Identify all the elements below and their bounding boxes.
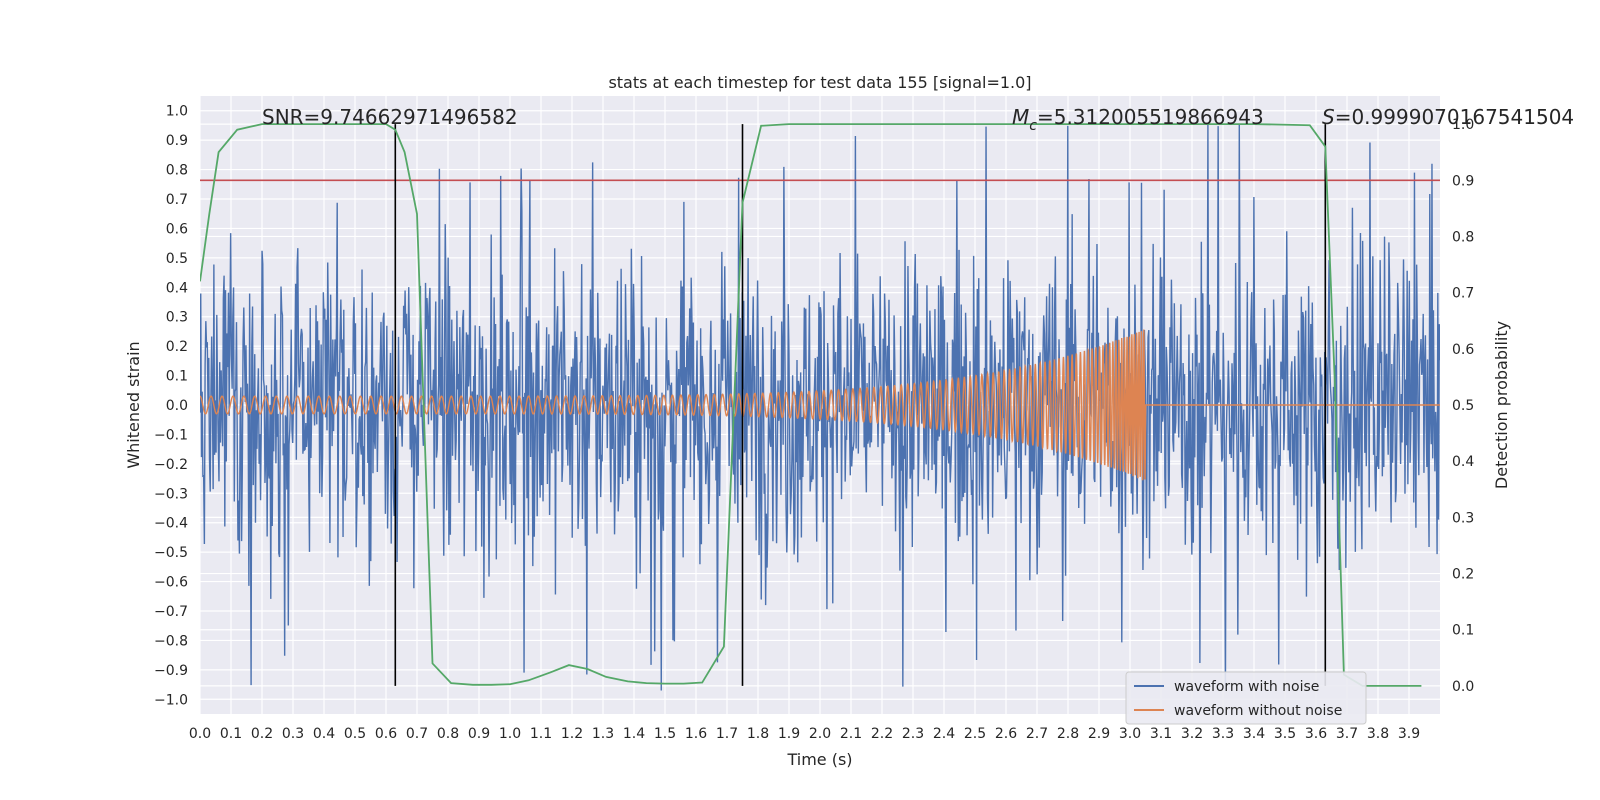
x-tick-label: 0.7 bbox=[406, 726, 428, 742]
y-right-axis-ticks: 1.0 0.9 0.8 0.7 0.6 0.5 0.4 0.3 0.2 0.1 0.0 bbox=[1452, 117, 1474, 695]
series-detection-probability bbox=[200, 123, 1422, 687]
y-left-tick-label: −0.2 bbox=[154, 457, 188, 473]
y-right-tick-label: 1.0 bbox=[1452, 117, 1474, 133]
y-left-tick-label: −0.6 bbox=[154, 575, 188, 591]
x-tick-label: 0.9 bbox=[468, 726, 490, 742]
x-tick-label: 2.7 bbox=[1026, 726, 1048, 742]
x-tick-label: 1.0 bbox=[499, 726, 521, 742]
x-tick-label: 1.6 bbox=[685, 726, 707, 742]
chirp-mass-symbol: M bbox=[1012, 105, 1029, 129]
y-left-axis-ticks: 1.0 0.9 0.8 0.7 0.6 0.5 0.4 0.3 0.2 0.1 0.0 −0.1 −0.… bbox=[154, 104, 188, 709]
x-tick-label: 0.5 bbox=[344, 726, 366, 742]
x-tick-label: 3.8 bbox=[1367, 726, 1389, 742]
y-left-tick-label: 0.2 bbox=[166, 339, 188, 355]
chirp-mass-value: =5.312005519866943 bbox=[1037, 105, 1264, 129]
y-left-tick-label: 0.8 bbox=[166, 163, 188, 179]
x-tick-label: 1.2 bbox=[561, 726, 583, 742]
y-right-tick-label: 0.8 bbox=[1452, 229, 1474, 245]
x-tick-label: 3.5 bbox=[1274, 726, 1296, 742]
x-tick-label: 3.3 bbox=[1212, 726, 1234, 742]
chirp-mass-subscript: c bbox=[1029, 118, 1037, 134]
x-tick-label: 0.2 bbox=[251, 726, 273, 742]
legend-label-waveform-without-noise: waveform without noise bbox=[1174, 703, 1342, 719]
x-axis-label: Time (s) bbox=[786, 750, 852, 769]
y-left-tick-label: −0.3 bbox=[154, 486, 188, 502]
x-axis-ticks: 0.0 0.1 0.2 0.3 0.4 0.5 0.6 0.7 0.8 0.9 1.0 1.1 1.2 1… bbox=[189, 726, 1420, 742]
x-tick-label: 1.5 bbox=[654, 726, 676, 742]
y-right-tick-label: 0.7 bbox=[1452, 286, 1474, 302]
x-tick-label: 3.9 bbox=[1398, 726, 1420, 742]
x-tick-label: 0.1 bbox=[220, 726, 242, 742]
x-tick-label: 0.8 bbox=[437, 726, 459, 742]
x-tick-label: 2.1 bbox=[840, 726, 862, 742]
x-tick-label: 3.6 bbox=[1305, 726, 1327, 742]
x-tick-label: 0.0 bbox=[189, 726, 211, 742]
x-tick-label: 3.0 bbox=[1119, 726, 1141, 742]
x-tick-label: 2.0 bbox=[809, 726, 831, 742]
y-left-tick-label: 0.7 bbox=[166, 192, 188, 208]
y-left-tick-label: 0.9 bbox=[166, 133, 188, 149]
x-tick-label: 1.1 bbox=[530, 726, 552, 742]
y-left-tick-label: 0.0 bbox=[166, 398, 188, 414]
x-tick-label: 3.4 bbox=[1243, 726, 1265, 742]
y-left-tick-label: −1.0 bbox=[154, 692, 188, 708]
x-tick-label: 2.5 bbox=[964, 726, 986, 742]
y-right-axis-label: Detection probability bbox=[1492, 321, 1511, 489]
y-left-tick-label: −0.4 bbox=[154, 516, 188, 532]
y-left-tick-label: 0.4 bbox=[166, 280, 188, 296]
snr-annotation: SNR=9.74662971496582 bbox=[262, 105, 518, 129]
x-tick-label: 3.2 bbox=[1181, 726, 1203, 742]
x-tick-label: 2.6 bbox=[995, 726, 1017, 742]
series-waveform-with-noise bbox=[200, 123, 1440, 691]
y-left-tick-label: −0.5 bbox=[154, 545, 188, 561]
chart-title: stats at each timestep for test data 155… bbox=[608, 73, 1031, 92]
x-tick-label: 1.3 bbox=[592, 726, 614, 742]
x-tick-label: 3.7 bbox=[1336, 726, 1358, 742]
s-annotation: S=0.9999070167541504 bbox=[1322, 105, 1574, 129]
x-tick-label: 3.1 bbox=[1150, 726, 1172, 742]
y-right-tick-label: 0.2 bbox=[1452, 567, 1474, 583]
s-symbol: S bbox=[1322, 105, 1335, 129]
x-tick-label: 0.6 bbox=[375, 726, 397, 742]
y-right-tick-label: 0.6 bbox=[1452, 342, 1474, 358]
s-value: =0.9999070167541504 bbox=[1335, 105, 1574, 129]
x-tick-label: 2.3 bbox=[902, 726, 924, 742]
x-tick-label: 1.4 bbox=[623, 726, 645, 742]
y-left-tick-label: −0.9 bbox=[154, 663, 188, 679]
y-right-tick-label: 0.5 bbox=[1452, 398, 1474, 414]
y-left-tick-label: 0.5 bbox=[166, 251, 188, 267]
chirp-mass-annotation: Mc=5.312005519866943 bbox=[1012, 105, 1264, 134]
y-left-tick-label: 0.6 bbox=[166, 221, 188, 237]
y-left-tick-label: −0.1 bbox=[154, 427, 188, 443]
x-tick-label: 0.3 bbox=[282, 726, 304, 742]
y-right-tick-label: 0.1 bbox=[1452, 623, 1474, 639]
y-right-tick-label: 0.0 bbox=[1452, 679, 1474, 695]
y-left-tick-label: 0.1 bbox=[166, 369, 188, 385]
x-tick-label: 2.2 bbox=[871, 726, 893, 742]
y-left-axis-label: Whitened strain bbox=[124, 341, 143, 468]
y-left-tick-label: −0.8 bbox=[154, 633, 188, 649]
legend-label-waveform-with-noise: waveform with noise bbox=[1174, 679, 1319, 695]
y-left-tick-label: 1.0 bbox=[166, 104, 188, 120]
series-waveform-without-noise bbox=[200, 329, 1440, 481]
x-tick-label: 2.9 bbox=[1088, 726, 1110, 742]
series-layer bbox=[200, 123, 1440, 691]
x-tick-label: 2.8 bbox=[1057, 726, 1079, 742]
x-tick-label: 1.8 bbox=[747, 726, 769, 742]
y-right-tick-label: 0.4 bbox=[1452, 454, 1474, 470]
legend: waveform with noise waveform without noi… bbox=[1125, 671, 1367, 725]
x-tick-label: 2.4 bbox=[933, 726, 955, 742]
y-left-tick-label: 0.3 bbox=[166, 310, 188, 326]
x-tick-label: 1.9 bbox=[778, 726, 800, 742]
legend-box bbox=[1125, 671, 1367, 725]
y-right-tick-label: 0.9 bbox=[1452, 173, 1474, 189]
x-tick-label: 0.4 bbox=[313, 726, 335, 742]
x-tick-label: 1.7 bbox=[716, 726, 738, 742]
y-right-tick-label: 0.3 bbox=[1452, 510, 1474, 526]
y-left-tick-label: −0.7 bbox=[154, 604, 188, 620]
